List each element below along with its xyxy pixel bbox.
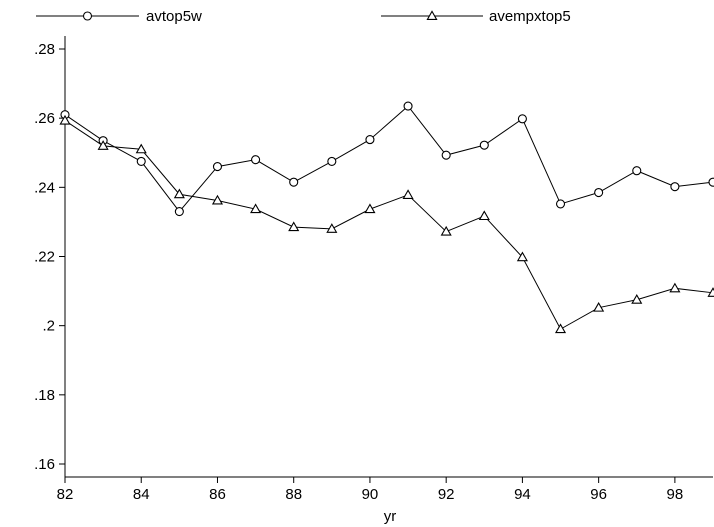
x-tick-label: 82: [57, 486, 74, 503]
data-point-triangle: [440, 225, 452, 236]
data-point-circle: [517, 114, 527, 124]
data-point-circle: [594, 187, 604, 198]
data-point-triangle: [135, 143, 147, 154]
series-avempxtop5: [59, 114, 714, 334]
x-tick-label: 98: [667, 486, 684, 503]
x-tick-label: 88: [285, 486, 302, 503]
x-tick-label: 84: [133, 486, 150, 503]
data-point-circle: [555, 199, 566, 209]
data-point-circle: [327, 156, 337, 166]
data-point-circle: [403, 101, 413, 111]
axes: .16 .18 .2 .22 .24 .26 .28 82 84 86 88 90 92 94 96 98: [34, 36, 713, 503]
data-point-triangle: [288, 221, 300, 232]
data-point-circle: [441, 150, 451, 160]
y-tick-label: .24: [34, 179, 55, 196]
data-point-triangle: [59, 114, 71, 125]
legend-label: avtop5w: [146, 8, 202, 25]
data-point-circle: [212, 162, 223, 172]
y-tick-label: .28: [34, 41, 55, 58]
y-tick-label: .16: [34, 456, 55, 473]
x-tick-label: 92: [438, 486, 455, 503]
data-point-circle: [479, 140, 489, 150]
data-point-triangle: [554, 323, 567, 334]
y-tick-label: .18: [34, 387, 55, 404]
data-point-triangle: [326, 223, 338, 233]
y-tick-label: .2: [42, 318, 55, 335]
data-point-triangle: [593, 301, 605, 312]
data-point-circle: [251, 155, 261, 165]
data-point-triangle: [707, 287, 714, 297]
legend-marker-triangle: [426, 10, 438, 21]
x-tick-label: 86: [209, 486, 226, 503]
legend-item-avempxtop5: avempxtop5: [381, 8, 571, 25]
data-point-triangle: [211, 194, 224, 205]
data-point-circle: [289, 177, 299, 187]
series-line-avtop5w: [64, 105, 714, 213]
x-axis-label: yr: [384, 508, 397, 525]
series-avtop5w: [60, 101, 714, 217]
data-point-triangle: [402, 189, 414, 199]
data-point-triangle: [631, 294, 643, 304]
series-line-avempxtop5: [64, 120, 714, 330]
legend: avtop5w avempxtop5: [36, 8, 571, 25]
data-point-circle: [174, 206, 184, 217]
data-point-circle: [632, 166, 642, 176]
data-point-circle: [670, 182, 680, 192]
legend-item-avtop5w: avtop5w: [36, 8, 202, 25]
legend-label: avempxtop5: [489, 8, 571, 25]
data-point-triangle: [173, 188, 185, 199]
y-tick-label: .22: [34, 249, 55, 266]
x-tick-label: 90: [362, 486, 379, 503]
y-tick-label: .26: [34, 110, 55, 127]
data-point-triangle: [669, 282, 681, 293]
x-tick-label: 94: [514, 486, 531, 503]
legend-marker-circle: [82, 11, 93, 21]
x-tick-label: 96: [590, 486, 607, 503]
data-point-circle: [365, 135, 375, 145]
series-area: [59, 101, 714, 334]
data-point-triangle: [478, 210, 490, 221]
data-point-circle: [708, 177, 714, 187]
data-point-circle: [136, 156, 146, 166]
data-point-triangle: [250, 203, 262, 214]
data-point-triangle: [97, 140, 109, 150]
data-point-triangle: [364, 203, 376, 214]
data-point-triangle: [516, 251, 528, 262]
